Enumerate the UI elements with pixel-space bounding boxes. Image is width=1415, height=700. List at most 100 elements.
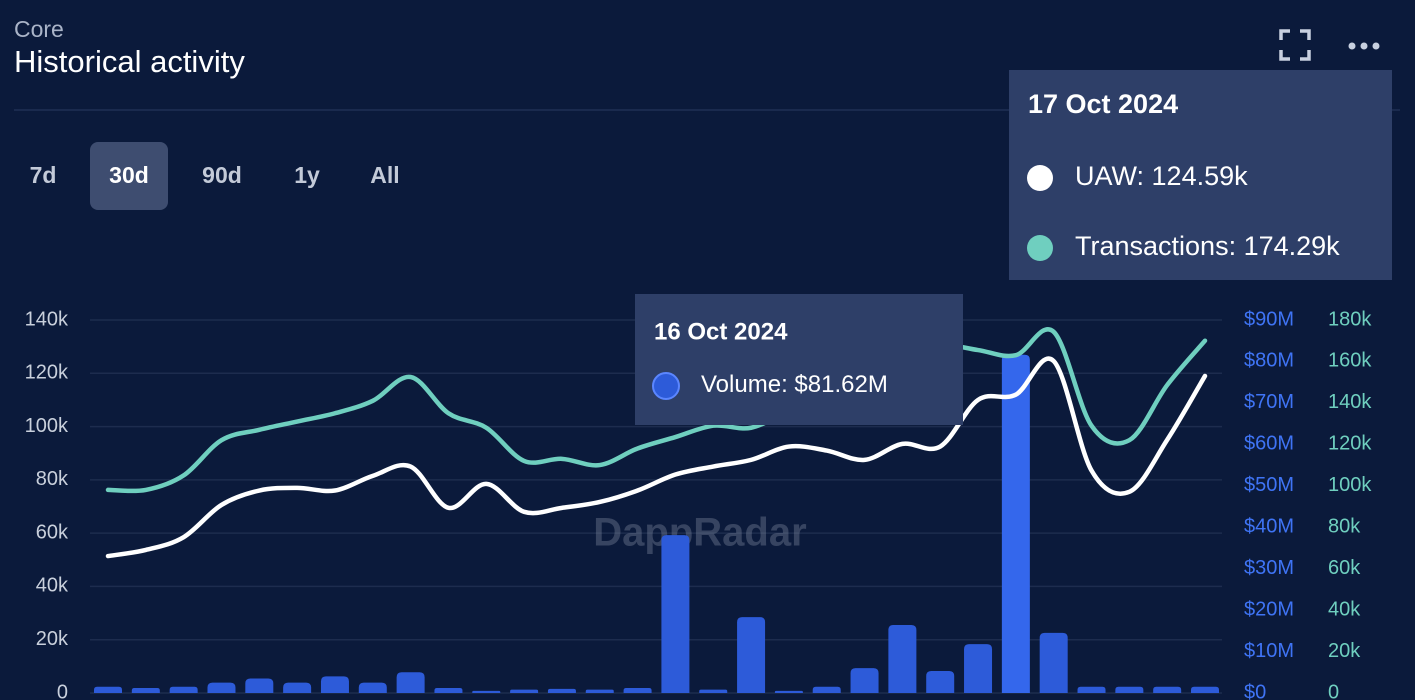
tooltip-line: Volume: $81.62M: [701, 371, 888, 398]
y-tick-label: 0: [57, 681, 68, 700]
y-tick-label: 40k: [36, 575, 69, 597]
bar: [699, 689, 728, 693]
bar: [1115, 686, 1144, 693]
bar: [245, 678, 274, 693]
bar: [131, 688, 160, 693]
range-label[interactable]: All: [370, 162, 399, 188]
bar: [94, 686, 122, 693]
bar: [207, 682, 236, 693]
legend-dot: [1027, 165, 1053, 191]
line: [105, 327, 1208, 494]
dot[interactable]: [1372, 42, 1380, 50]
range-button[interactable]: All: [370, 162, 399, 188]
y-tick-label: 20k: [36, 628, 69, 650]
bar: [169, 686, 198, 693]
y2-tick-label: $70M: [1244, 391, 1294, 413]
y3-tick-label: 140k: [1328, 391, 1372, 413]
bar: [812, 686, 841, 693]
bar: [1077, 686, 1106, 693]
bar: [585, 689, 614, 693]
legend-dot: [1027, 235, 1053, 261]
bar: [1001, 354, 1030, 693]
y-tick-label: 60k: [36, 521, 69, 543]
bar: [1039, 632, 1068, 693]
range-selector: 7d 30d 90d 1y All: [30, 142, 400, 210]
y2-tick-label: $40M: [1244, 516, 1294, 538]
range-active-bg[interactable]: [90, 142, 168, 210]
tooltip-date: 17 Oct 2024: [1028, 89, 1178, 119]
separator: :: [1229, 231, 1244, 261]
tooltips: 16 Oct 2024 Volume: $81.62M 17 Oct 2024 UAW…: [635, 70, 1392, 425]
range-button[interactable]: 1y: [294, 162, 320, 188]
y-tick-label: 120k: [25, 362, 69, 384]
bar: [472, 690, 501, 693]
dot[interactable]: [1348, 42, 1356, 50]
y2-tick-label: $10M: [1244, 640, 1294, 662]
y3-tick-label: 0: [1328, 681, 1339, 700]
range-label[interactable]: 1y: [294, 162, 320, 188]
y-tick-label: 80k: [36, 468, 69, 490]
bar: [283, 682, 312, 693]
bar: [396, 672, 425, 693]
y2-tick-label: $50M: [1244, 474, 1294, 496]
bar: [1191, 686, 1219, 693]
bar: [434, 688, 463, 693]
plot: [94, 327, 1219, 693]
bar: [661, 535, 690, 693]
title: Historical activity: [14, 44, 245, 79]
legend-dot: [652, 372, 680, 400]
tooltip: 16 Oct 2024 Volume: $81.62M: [635, 294, 963, 425]
y3-tick-label: 100k: [1328, 474, 1372, 496]
fullscreen-icon[interactable]: [1279, 29, 1311, 61]
y2-tick-label: $30M: [1244, 557, 1294, 579]
range-label[interactable]: 30d: [109, 162, 149, 188]
bar: [737, 617, 766, 693]
bar: [888, 625, 917, 693]
bar: [320, 676, 349, 693]
watermark: DappRadar: [593, 511, 806, 555]
range-button[interactable]: 90d: [202, 162, 242, 188]
range-label[interactable]: 7d: [30, 162, 57, 188]
bar: [774, 690, 803, 693]
y3-tick-label: 160k: [1328, 350, 1372, 372]
y2-tick-label: $20M: [1244, 598, 1294, 620]
dot[interactable]: [1360, 42, 1368, 50]
bar: [510, 689, 539, 693]
bar: [623, 688, 652, 693]
range-label[interactable]: 90d: [202, 162, 242, 188]
series-name: Volume: [701, 371, 781, 398]
tooltip-bg: [1009, 70, 1392, 280]
separator: :: [1137, 161, 1152, 191]
y2-tick-label: $0: [1244, 681, 1266, 700]
y3-tick-label: 120k: [1328, 433, 1372, 455]
tooltip: 17 Oct 2024 UAW: 124.59k Transactions: 174…: [1009, 70, 1392, 280]
bar: [850, 668, 879, 693]
tooltip-line: UAW: 124.59k: [1075, 161, 1248, 191]
range-button[interactable]: 7d: [30, 162, 57, 188]
y2-tick-label: $80M: [1244, 350, 1294, 372]
separator: :: [781, 371, 794, 398]
subtitle: Core: [14, 16, 64, 42]
series-name: Transactions: [1075, 231, 1229, 261]
y3-tick-label: 80k: [1328, 516, 1361, 538]
y-tick-label: 100k: [25, 415, 69, 437]
y2-tick-label: $90M: [1244, 308, 1294, 330]
series-name: UAW: [1075, 161, 1138, 191]
fullscreen-button[interactable]: [1279, 29, 1311, 61]
bar: [1153, 686, 1182, 693]
tooltip-bg: [635, 294, 963, 425]
tooltip-date: 16 Oct 2024: [654, 318, 788, 345]
y-tick-label: 140k: [25, 308, 69, 330]
bar: [547, 688, 576, 693]
range-button[interactable]: 30d: [90, 142, 168, 210]
more-button[interactable]: [1348, 42, 1380, 50]
y3-tick-label: 180k: [1328, 308, 1372, 330]
bar: [964, 644, 993, 693]
value-label: 174.29k: [1244, 231, 1341, 261]
y3-tick-label: 40k: [1328, 598, 1361, 620]
y3-tick-label: 60k: [1328, 557, 1361, 579]
line: [105, 356, 1208, 559]
value-label: $81.62M: [794, 371, 887, 398]
